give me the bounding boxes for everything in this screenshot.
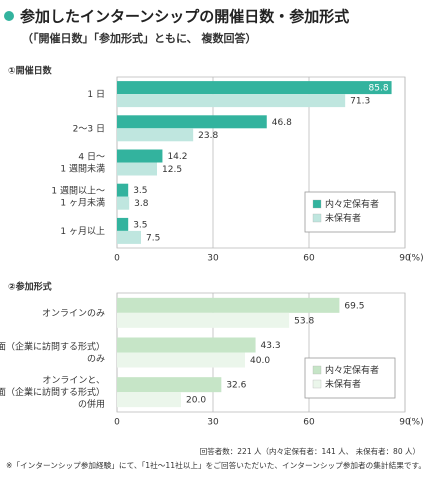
legend-label: 内々定保有者 — [325, 364, 379, 376]
value-label: 14.2 — [167, 152, 187, 162]
respondents: 回答者数：221 人（内々定保有者：141 人、 未保有者：80 人） — [200, 446, 420, 456]
value-label: 12.5 — [162, 165, 182, 175]
title-dot — [4, 11, 14, 21]
value-label: 3.8 — [134, 199, 149, 209]
value-label: 69.5 — [344, 301, 364, 311]
bar — [117, 297, 340, 313]
x-tick-label: 60 — [303, 254, 315, 264]
value-label: 7.5 — [146, 233, 160, 243]
bar — [117, 230, 141, 244]
bar — [117, 94, 346, 108]
category-label: オンラインのみ — [42, 307, 105, 318]
value-label: 23.8 — [198, 131, 218, 141]
bar — [117, 337, 256, 353]
value-label: 40.0 — [250, 356, 270, 366]
legend-label: 未保有者 — [325, 378, 361, 390]
legend-swatch — [312, 199, 322, 209]
x-tick-label: 30 — [207, 418, 219, 428]
x-tick-label: 30 — [207, 254, 219, 264]
x-tick-label: 90 — [399, 418, 411, 428]
value-label: 85.8 — [369, 84, 389, 94]
category-label: 4 日〜 1 週間未満 — [60, 151, 105, 174]
bar — [117, 352, 245, 368]
section-label: ②参加形式 — [8, 281, 52, 293]
bar — [117, 115, 267, 129]
category-label: 対面（企業に訪問する形式）のみ — [0, 340, 105, 364]
x-tick-label: 0 — [114, 254, 120, 264]
legend-swatch — [312, 379, 322, 389]
x-tick-label: 90 — [399, 254, 411, 264]
value-label: 71.3 — [350, 97, 370, 107]
value-label: 3.5 — [133, 220, 147, 230]
category-label: オンラインと、対面（企業に訪問する形式）の併用 — [0, 375, 105, 410]
category-label: 1 ヶ月以上 — [60, 225, 105, 236]
x-axis-label: (%) — [408, 418, 424, 428]
page-subtitle: （「開催日数」「参加形式」ともに、 複数回答） — [22, 31, 257, 45]
category-label: 1 日 — [87, 89, 105, 100]
footnote: ※「インターンシップ参加経験」にて、「1社〜11社以上」をご回答いただいた、イン… — [6, 460, 426, 470]
legend-label: 内々定保有者 — [325, 198, 379, 210]
page-title: 参加したインターンシップの開催日数・参加形式 — [20, 8, 349, 26]
value-label: 46.8 — [272, 118, 292, 128]
value-label: 43.3 — [261, 341, 281, 351]
bar — [117, 81, 392, 95]
bar — [117, 217, 129, 231]
x-axis-label: (%) — [408, 254, 424, 264]
category-label: 1 週間以上〜 1 ヶ月未満 — [51, 185, 105, 208]
bar — [117, 196, 130, 210]
bar — [117, 128, 194, 142]
bar — [117, 149, 163, 163]
value-label: 32.6 — [226, 381, 246, 391]
value-label: 20.0 — [186, 396, 206, 406]
legend-label: 未保有者 — [325, 212, 361, 224]
category-label: 2〜3 日 — [73, 123, 105, 134]
x-tick-label: 0 — [114, 418, 120, 428]
legend-box — [304, 357, 396, 399]
value-label: 53.8 — [294, 316, 314, 326]
x-tick-label: 60 — [303, 418, 315, 428]
bar — [117, 377, 222, 393]
value-label: 3.5 — [133, 186, 147, 196]
legend-box — [304, 191, 396, 233]
legend-swatch — [312, 365, 322, 375]
bar — [117, 392, 181, 408]
legend-swatch — [312, 213, 322, 223]
section-label: ①開催日数 — [8, 65, 53, 77]
bar — [117, 183, 129, 197]
bar — [117, 162, 157, 176]
bar — [117, 312, 290, 328]
